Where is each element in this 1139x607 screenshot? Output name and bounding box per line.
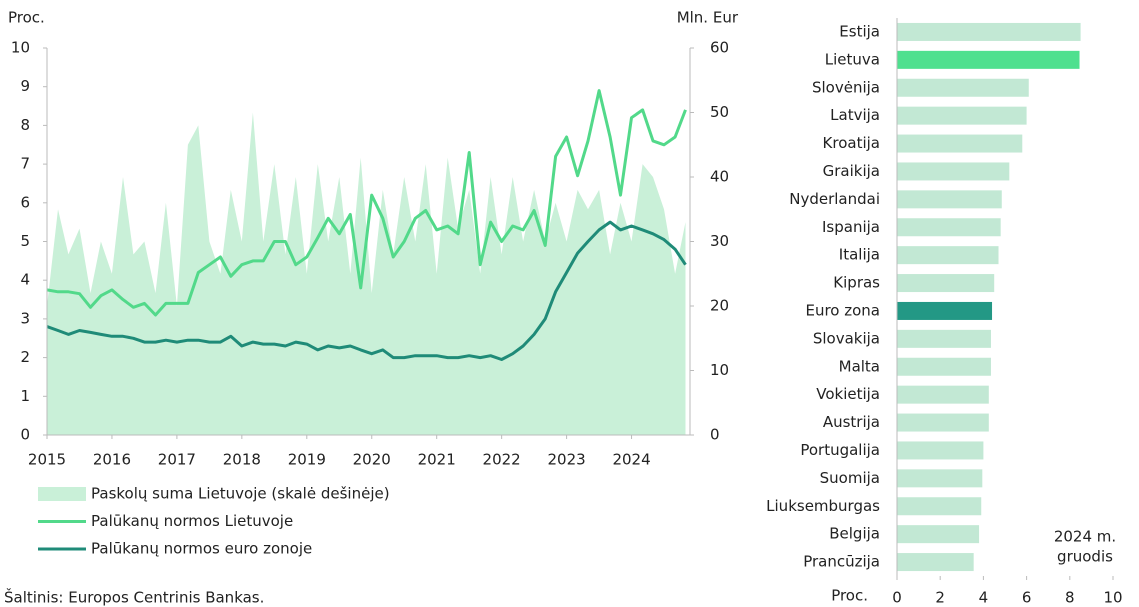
category-label: Suomija: [820, 469, 880, 487]
category-label: Slovakija: [813, 329, 880, 347]
x-tick-label: 6: [1022, 589, 1032, 607]
x-tick-label: 2021: [418, 451, 456, 469]
category-label: Kipras: [833, 274, 880, 292]
y-tick-label: 5: [20, 232, 30, 250]
x-tick-label: 0: [892, 589, 902, 607]
legend-label: Paskolų suma Lietuvoje (skalė dešinėje): [91, 485, 390, 503]
category-label: Graikija: [823, 162, 880, 180]
bar: [897, 162, 1010, 181]
category-label: Liuksemburgas: [766, 497, 880, 515]
bar: [897, 274, 995, 293]
category-label: Portugalija: [800, 441, 880, 459]
category-label: Nyderlandai: [789, 190, 880, 208]
y2-axis-label: Mln. Eur: [677, 9, 739, 27]
x-tick-label: 2024: [612, 451, 650, 469]
line: [46, 89, 687, 317]
x-tick-label: 2019: [288, 451, 326, 469]
y2-tick-label: 20: [710, 297, 729, 315]
bar: [897, 50, 1080, 69]
y2-tick-label: 0: [710, 426, 720, 444]
bar: [897, 78, 1029, 97]
x-tick-label: 2: [935, 589, 945, 607]
legend-swatch: [38, 487, 86, 501]
bar: [897, 329, 991, 348]
category-label: Austrija: [823, 413, 880, 431]
y-tick-label: 2: [20, 348, 30, 366]
y2-tick-label: 60: [710, 39, 729, 57]
category-label: Vokietija: [816, 385, 880, 403]
bar: [897, 385, 989, 404]
bar: [897, 134, 1023, 153]
bar: [897, 106, 1027, 125]
annotation: 2024 m.: [1054, 528, 1116, 546]
y-tick-label: 6: [20, 193, 30, 211]
y-tick-label: 3: [20, 309, 30, 327]
bar: [897, 497, 982, 516]
y2-tick-label: 30: [710, 232, 729, 250]
y2-tick-label: 50: [710, 103, 729, 121]
annotation: gruodis: [1057, 548, 1113, 566]
category-label: Latvija: [830, 106, 880, 124]
category-label: Estija: [839, 22, 880, 40]
x-tick-label: 2017: [158, 451, 196, 469]
category-label: Lietuva: [825, 50, 880, 68]
category-label: Malta: [839, 357, 880, 375]
category-label: Ispanija: [822, 218, 880, 236]
y-tick-label: 7: [20, 155, 30, 173]
bar: [897, 553, 974, 572]
y-tick-label: 8: [20, 116, 30, 134]
y2-tick-label: 40: [710, 168, 729, 186]
bar: [897, 525, 980, 544]
bar: [897, 301, 993, 320]
y-tick-label: 10: [11, 39, 30, 57]
bar: [897, 246, 999, 265]
y-axis-label: Proc.: [8, 9, 45, 27]
x-tick-label: 2022: [483, 451, 521, 469]
bar: [897, 22, 1081, 41]
x-tick-label: 2023: [548, 451, 586, 469]
category-label: Prancūzija: [803, 553, 880, 571]
y2-tick-label: 10: [710, 361, 729, 379]
source: Šaltinis: Europos Centrinis Bankas.: [4, 588, 264, 607]
x-tick-label: 2016: [93, 451, 131, 469]
y-tick-label: 4: [20, 271, 30, 289]
x-tick-label: 8: [1065, 589, 1075, 607]
bar: [897, 357, 991, 376]
category-label: Belgija: [829, 525, 880, 543]
bar: [897, 190, 1002, 209]
area: [47, 112, 686, 435]
x-tick-label: 2018: [223, 451, 261, 469]
x-axis-label: Proc.: [831, 587, 868, 605]
bar: [897, 218, 1001, 237]
category-label: Slovėnija: [812, 78, 880, 96]
bar: [897, 469, 983, 488]
category-label: Kroatija: [823, 134, 880, 152]
line: [46, 220, 687, 361]
y-tick-label: 9: [20, 77, 30, 95]
bar: [897, 413, 989, 432]
x-tick-label: 2015: [28, 451, 66, 469]
y-tick-label: 1: [20, 387, 30, 405]
legend-label: Palūkanų normos euro zonoje: [91, 540, 312, 558]
x-tick-label: 2020: [353, 451, 391, 469]
category-label: Euro zona: [805, 301, 880, 319]
bar: [897, 441, 984, 460]
x-tick-label: 10: [1103, 589, 1122, 607]
y-tick-label: 0: [20, 426, 30, 444]
x-tick-label: 4: [979, 589, 989, 607]
legend-label: Palūkanų normos Lietuvoje: [91, 512, 293, 530]
category-label: Italija: [839, 246, 880, 264]
